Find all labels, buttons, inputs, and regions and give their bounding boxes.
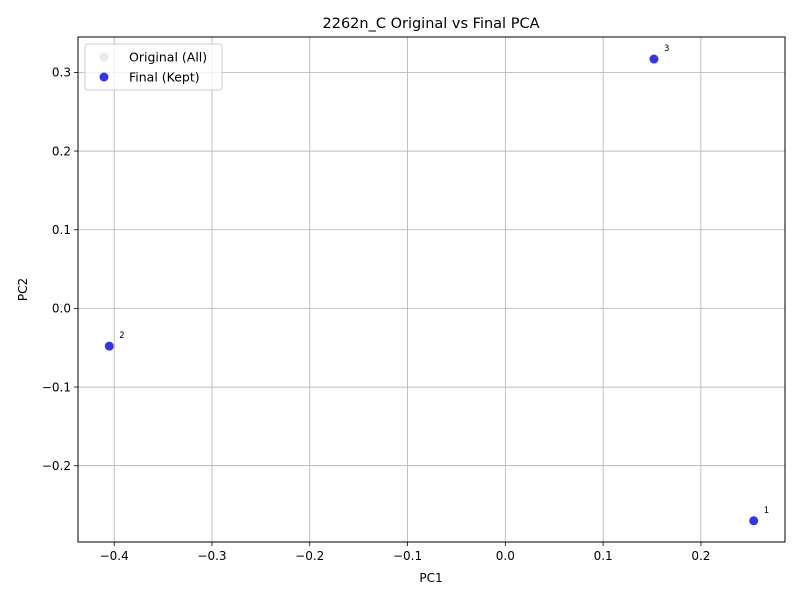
y-tick-label: 0.0 [52, 302, 71, 316]
scatter-point [104, 341, 114, 351]
point-label: 3 [664, 44, 669, 54]
legend: Original (All) Final (Kept) [84, 43, 223, 91]
point-label: 2 [119, 331, 124, 341]
scatter-point [649, 54, 659, 64]
y-tick-label: −0.2 [42, 459, 71, 473]
y-axis-ticks: −0.2 −0.1 0.0 0.1 0.2 0.3 [42, 66, 78, 473]
legend-label-original: Original (All) [129, 50, 207, 65]
x-axis-label: PC1 [419, 571, 442, 585]
grid-lines [78, 37, 785, 542]
data-points: 1 2 3 [104, 44, 769, 526]
y-tick-label: 0.1 [52, 223, 71, 237]
x-tick-label: −0.4 [100, 549, 129, 563]
legend-marker-original [99, 52, 109, 62]
chart-title: 2262n_C Original vs Final PCA [323, 16, 540, 32]
x-axis-ticks: −0.4 −0.3 −0.2 −0.1 0.0 0.1 0.2 [100, 542, 710, 563]
legend-box [84, 43, 223, 91]
y-tick-label: 0.3 [52, 66, 71, 80]
point-label: 1 [764, 506, 769, 516]
y-axis-label: PC2 [16, 278, 30, 301]
x-tick-label: −0.3 [197, 549, 226, 563]
x-tick-label: −0.1 [393, 549, 422, 563]
y-tick-label: 0.2 [52, 144, 71, 158]
x-tick-label: 0.2 [691, 549, 710, 563]
scatter-point [749, 516, 759, 526]
x-tick-label: 0.0 [496, 549, 515, 563]
legend-label-final: Final (Kept) [129, 70, 200, 85]
plot-frame [77, 36, 786, 543]
y-tick-label: −0.1 [42, 380, 71, 394]
x-tick-label: −0.2 [295, 549, 324, 563]
legend-marker-final [99, 72, 109, 82]
x-tick-label: 0.1 [594, 549, 613, 563]
